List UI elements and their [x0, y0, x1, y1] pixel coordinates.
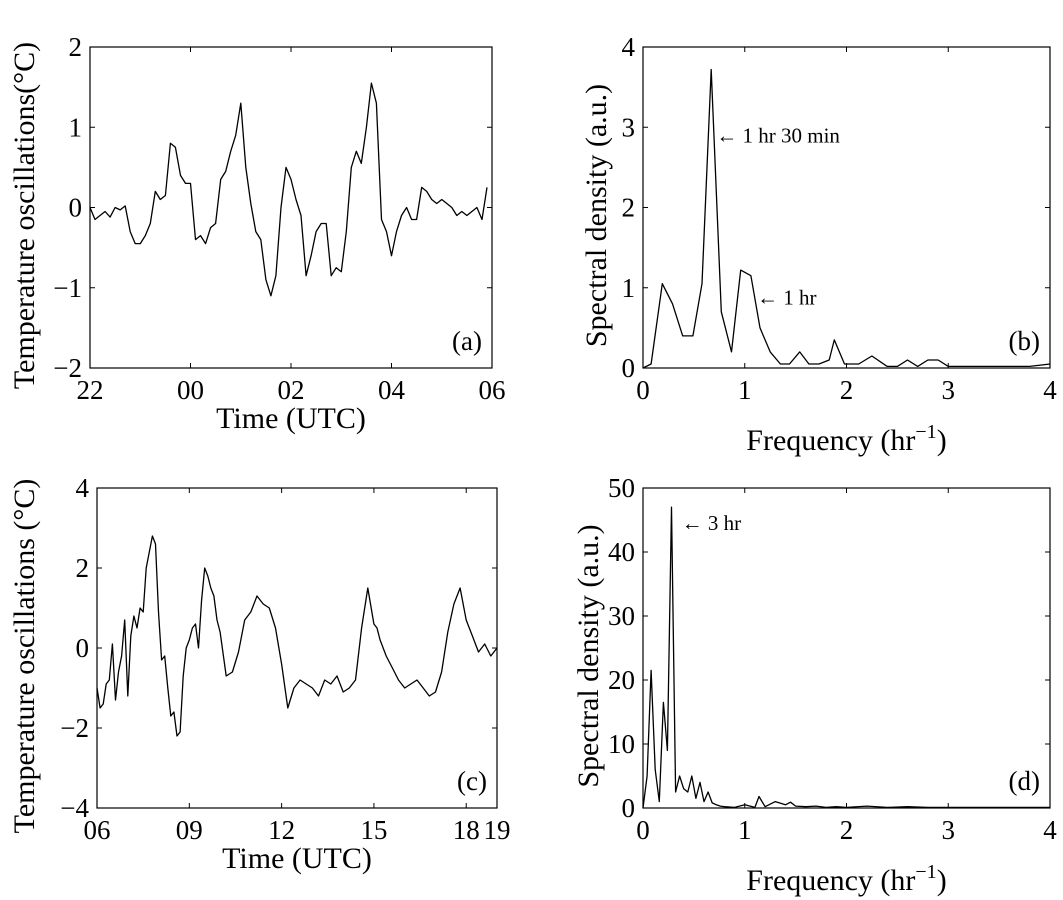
panel-tag: (b): [1009, 326, 1040, 356]
y-tick-label: 0: [76, 633, 90, 663]
x-axis-label-tail: ): [937, 424, 947, 457]
x-tick-label: 00: [177, 375, 204, 405]
axes-frame: [96, 487, 498, 809]
axes-frame: [89, 46, 493, 369]
x-axis-label: Time (UTC): [222, 842, 372, 875]
y-tick-label: 0: [622, 353, 636, 383]
x-tick-label: 2: [840, 815, 854, 845]
y-axis-label: Temperature oscillations (°C): [8, 479, 41, 834]
x-axis-label-tail: ): [937, 864, 947, 897]
x-tick-label: 19: [484, 815, 511, 845]
x-tick-label: 09: [176, 815, 203, 845]
x-tick-label: 22: [77, 375, 104, 405]
x-tick-label: 1: [738, 375, 752, 405]
y-tick-label: 1: [622, 273, 636, 303]
x-axis-label-superscript: −1: [915, 861, 936, 883]
x-tick-label: 4: [1043, 815, 1057, 845]
x-tick-label: 12: [268, 815, 295, 845]
axes-frame: [642, 46, 1051, 369]
y-axis-label: Spectral density (a.u.): [580, 84, 613, 347]
y-tick-label: 0: [622, 793, 636, 823]
y-tick-label: 30: [608, 601, 635, 631]
y-tick-label: 10: [608, 729, 635, 759]
x-tick-label: 3: [942, 375, 956, 405]
x-tick-label: 15: [360, 815, 387, 845]
y-tick-label: −1: [53, 273, 82, 303]
x-tick-label: 1: [738, 815, 752, 845]
y-tick-label: 0: [69, 193, 83, 223]
y-tick-label: −2: [53, 353, 82, 383]
panel-a: 22 00 02 04 06 −2 −1 0 1 2 (a) Time (UTC) Temperatur…: [8, 32, 506, 435]
y-tick-label: 2: [76, 553, 90, 583]
y-tick-label: 2: [622, 193, 636, 223]
y-tick-label: 40: [608, 537, 635, 567]
panel-tag: (d): [1009, 766, 1040, 796]
y-axis-label: Temperature oscillations(°C): [8, 42, 41, 389]
series-line: [642, 506, 1050, 809]
x-tick-label: 06: [84, 815, 111, 845]
x-tick-label: 0: [636, 375, 650, 405]
y-tick-label: 50: [608, 473, 635, 503]
y-tick-label: 3: [622, 112, 636, 142]
y-axis-label: Spectral density (a.u.): [572, 524, 605, 787]
x-tick-label: 2: [840, 375, 854, 405]
x-tick-label: 02: [278, 375, 305, 405]
panel-tag: (a): [452, 326, 482, 356]
series-line: [642, 68, 1051, 369]
x-tick-label: 4: [1043, 375, 1057, 405]
y-tick-label: 4: [76, 473, 90, 503]
x-axis-label-superscript: −1: [915, 421, 936, 443]
y-tick-label: 1: [69, 112, 83, 142]
x-tick-label: 04: [378, 375, 406, 405]
x-tick-label: 06: [479, 375, 506, 405]
x-axis-label: Frequency (hr−1): [746, 421, 946, 457]
y-tick-label: −4: [60, 793, 89, 823]
peak-annotation: ← 3 hr: [682, 511, 742, 535]
x-axis-label: Frequency (hr−1): [746, 861, 946, 897]
peak-annotation: ← 1 hr: [757, 285, 817, 309]
panel-c: 06 09 12 15 18 19 −4 −2 0 2 4 (c) Time (UTC) Temperat…: [8, 473, 511, 875]
panel-tag: (c): [457, 766, 487, 796]
y-tick-label: −2: [60, 713, 89, 743]
series-line: [89, 82, 488, 297]
axes-frame: [642, 487, 1051, 809]
x-tick-label: 0: [636, 815, 650, 845]
y-tick-label: 2: [69, 32, 83, 62]
series-line: [96, 535, 498, 737]
x-tick-label: 18: [453, 815, 480, 845]
y-tick-label: 20: [608, 665, 635, 695]
x-tick-label: 3: [942, 815, 956, 845]
y-tick-label: 4: [622, 32, 636, 62]
x-axis-label: Time (UTC): [216, 402, 366, 435]
peak-annotation: ← 1 hr 30 min: [716, 123, 840, 147]
